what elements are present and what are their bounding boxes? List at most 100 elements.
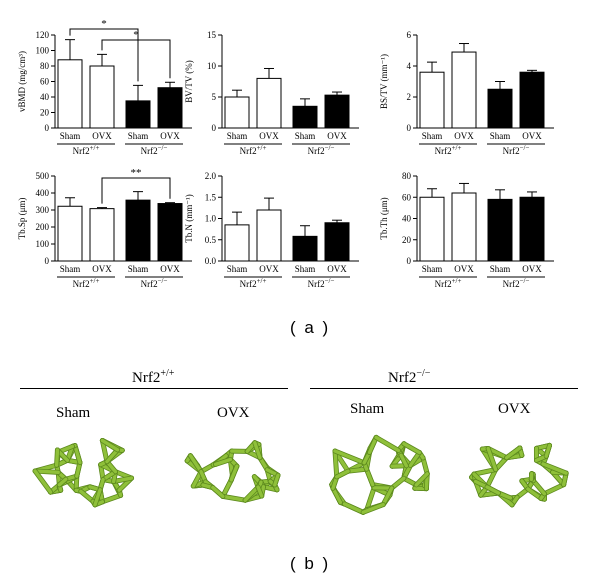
trabecula <box>402 442 422 455</box>
bar <box>519 71 545 129</box>
significance-bracket <box>69 28 139 82</box>
y-axis-label: Tb.Th (μm) <box>379 197 389 239</box>
trabecula <box>213 457 233 467</box>
y-tick-label: 40 <box>402 214 412 224</box>
bar <box>292 235 318 262</box>
bar <box>224 224 250 262</box>
genotype-name: Nrf2 <box>388 370 417 386</box>
condition-label: OVX <box>217 405 250 421</box>
group-label-superscript: −/− <box>520 277 530 285</box>
trabecula <box>221 494 247 502</box>
trabecula <box>504 446 522 460</box>
group-label-base: Nrf2 <box>435 146 452 156</box>
y-tick-label: 10 <box>207 61 217 71</box>
y-axis-label: BV/TV (%) <box>184 60 194 103</box>
trabecula <box>105 448 120 464</box>
x-tick-label: OVX <box>259 131 279 141</box>
group-label-base: Nrf2 <box>308 146 325 156</box>
x-tick-label: Sham <box>422 131 443 141</box>
trabecula <box>256 485 264 498</box>
group-label: Nrf2−/− <box>308 144 335 156</box>
trabecula <box>100 438 120 452</box>
genotype-superscript: +/+ <box>160 368 175 379</box>
trabecula <box>541 462 568 475</box>
y-tick-label: 200 <box>36 222 50 232</box>
bar <box>419 196 445 262</box>
group-label-superscript: −/− <box>158 144 168 152</box>
group-label: Nrf2+/+ <box>435 144 462 156</box>
group-label-superscript: −/− <box>520 144 530 152</box>
trabecula <box>544 443 552 458</box>
trabecula <box>333 449 366 465</box>
x-tick-label: Sham <box>422 264 443 274</box>
y-tick-label: 4 <box>407 61 412 71</box>
y-tick-label: 2 <box>407 92 412 102</box>
significance-label: ** <box>131 167 142 179</box>
x-tick-label: Sham <box>295 264 316 274</box>
group-label-base: Nrf2 <box>308 279 325 289</box>
bar <box>89 65 115 129</box>
x-tick-label: OVX <box>327 131 347 141</box>
genotype-header-wt: Nrf2+/+ <box>132 368 174 387</box>
group-label: Nrf2+/+ <box>73 144 100 156</box>
trabecula <box>211 485 225 499</box>
y-tick-label: 60 <box>40 77 50 87</box>
trabecula <box>346 467 369 473</box>
x-tick-label: Sham <box>128 131 149 141</box>
trabecula <box>367 435 378 455</box>
x-tick-label: OVX <box>92 264 112 274</box>
trabecula <box>421 456 429 476</box>
trabecula <box>542 482 566 496</box>
group-label-base: Nrf2 <box>503 279 520 289</box>
bar <box>157 203 183 262</box>
group-label-superscript: −/− <box>158 277 168 285</box>
y-axis-label: Tb.Sp (μm) <box>17 198 27 240</box>
panel-a-label: ( a ) <box>290 318 331 337</box>
chart-5: 0.0 0.5 1.0 1.5 2.0 Tb.N (mm⁻¹) Sham OVX Sham OVX… <box>184 171 359 289</box>
trabecula <box>79 489 95 503</box>
y-tick-label: 5 <box>212 92 217 102</box>
trabecula <box>331 486 343 505</box>
y-tick-label: 20 <box>40 108 50 118</box>
trabecula <box>188 454 203 474</box>
trabecula <box>221 478 233 499</box>
trabecula <box>399 453 409 468</box>
trabecula <box>243 485 260 502</box>
trabecula <box>333 449 339 479</box>
bone-render-ko-ovx <box>469 442 569 508</box>
trabecula <box>485 467 498 489</box>
group-label-superscript: +/+ <box>90 144 100 152</box>
bar <box>125 100 151 129</box>
x-tick-label: OVX <box>160 264 180 274</box>
genotype-divider-ko <box>310 388 578 389</box>
group-label: Nrf2+/+ <box>240 144 267 156</box>
trabecula <box>93 488 102 507</box>
y-tick-label: 0 <box>407 256 412 266</box>
group-label-base: Nrf2 <box>240 146 257 156</box>
significance-bracket <box>101 177 171 204</box>
bar <box>487 88 513 129</box>
group-label: Nrf2+/+ <box>240 277 267 289</box>
trabecula <box>253 441 262 460</box>
group-label: Nrf2−/− <box>503 277 530 289</box>
y-tick-label: 1.5 <box>205 192 217 202</box>
bar <box>487 198 513 262</box>
trabecula <box>33 469 53 494</box>
trabecula <box>526 487 543 501</box>
y-tick-label: 80 <box>402 171 412 181</box>
y-axis-label: BS/TV (mm⁻¹) <box>379 54 389 109</box>
group-label-base: Nrf2 <box>503 146 520 156</box>
trabecula <box>111 476 134 484</box>
trabecula <box>361 502 385 515</box>
trabecula <box>73 443 82 465</box>
x-tick-label: Sham <box>60 131 81 141</box>
bar <box>451 51 477 129</box>
x-tick-label: OVX <box>454 131 474 141</box>
group-label-superscript: +/+ <box>452 277 462 285</box>
trabecula <box>364 467 375 487</box>
trabecula <box>342 502 365 515</box>
trabecula <box>486 446 498 472</box>
x-tick-label: Sham <box>490 264 511 274</box>
